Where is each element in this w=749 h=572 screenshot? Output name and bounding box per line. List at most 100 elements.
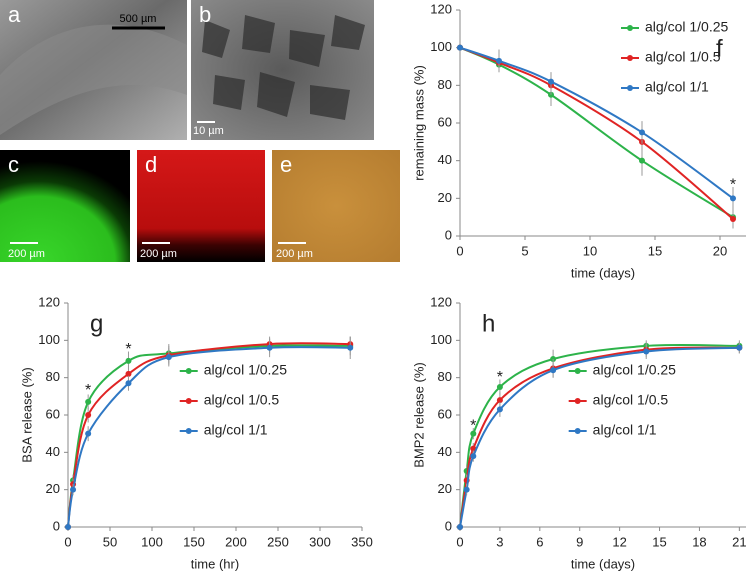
image-b-pores bbox=[202, 15, 365, 120]
data-point bbox=[457, 44, 463, 51]
legend-marker bbox=[574, 368, 581, 374]
data-point bbox=[470, 430, 477, 437]
legend-marker bbox=[627, 85, 633, 91]
panel-label: a bbox=[8, 2, 21, 27]
panel-label: f bbox=[716, 35, 723, 62]
y-tick-label: 120 bbox=[430, 1, 452, 16]
x-tick-label: 12 bbox=[612, 534, 626, 549]
x-tick-label: 18 bbox=[692, 534, 706, 549]
data-point bbox=[347, 344, 354, 351]
y-tick-label: 0 bbox=[53, 518, 60, 533]
y-axis-label: remaining mass (%) bbox=[411, 65, 426, 181]
x-tick-label: 250 bbox=[267, 534, 289, 549]
x-tick-label: 50 bbox=[103, 534, 117, 549]
scale-bar-label: 200 µm bbox=[8, 248, 45, 260]
y-tick-label: 60 bbox=[438, 114, 452, 129]
legend-label: alg/col 1/0.25 bbox=[645, 19, 728, 35]
y-axis-label: BSA release (%) bbox=[19, 367, 34, 462]
x-tick-label: 10 bbox=[583, 243, 597, 258]
data-point bbox=[165, 354, 172, 361]
x-tick-label: 21 bbox=[732, 534, 746, 549]
series-line bbox=[459, 46, 734, 219]
legend-label: alg/col 1/1 bbox=[645, 79, 709, 95]
data-point bbox=[550, 367, 557, 374]
annotation: * bbox=[730, 176, 736, 193]
scale-bar-label: 10 µm bbox=[193, 125, 224, 137]
series-line bbox=[459, 46, 734, 200]
data-point bbox=[125, 380, 132, 387]
legend-marker bbox=[185, 428, 192, 434]
data-point bbox=[266, 344, 273, 351]
x-tick-label: 15 bbox=[648, 243, 662, 258]
legend-label: alg/col 1/1 bbox=[204, 422, 268, 438]
data-point bbox=[85, 412, 92, 418]
annotation: * bbox=[85, 382, 91, 399]
legend-marker bbox=[574, 428, 581, 434]
y-tick-label: 0 bbox=[445, 227, 452, 242]
x-tick-label: 6 bbox=[536, 534, 543, 549]
x-tick-label: 300 bbox=[309, 534, 331, 549]
data-point bbox=[463, 486, 470, 493]
data-point bbox=[643, 348, 650, 355]
y-tick-label: 60 bbox=[438, 406, 452, 421]
y-tick-label: 0 bbox=[445, 518, 452, 533]
y-tick-label: 40 bbox=[438, 444, 452, 459]
y-tick-label: 20 bbox=[438, 481, 452, 496]
data-point bbox=[457, 524, 463, 530]
x-axis-label: time (days) bbox=[571, 556, 635, 571]
x-tick-label: 100 bbox=[141, 534, 163, 549]
y-tick-label: 100 bbox=[430, 332, 452, 347]
scale-bar-label: 500 µm bbox=[120, 13, 157, 25]
image-c bbox=[0, 150, 130, 262]
legend-label: alg/col 1/1 bbox=[593, 422, 657, 438]
data-point bbox=[470, 453, 477, 460]
data-point bbox=[85, 398, 92, 405]
chart: 0 20 40 60 80 100 120 0 3 6 9 12 15 18 21 time (days) BM… bbox=[411, 294, 746, 571]
data-point bbox=[496, 384, 503, 390]
legend-marker bbox=[185, 368, 192, 374]
scale-bar-label: 200 µm bbox=[140, 248, 177, 260]
x-axis-label: time (hr) bbox=[191, 556, 239, 571]
x-tick-label: 150 bbox=[183, 534, 205, 549]
data-point bbox=[65, 524, 71, 530]
series-line bbox=[459, 46, 734, 220]
data-point bbox=[496, 57, 502, 64]
legend-label: alg/col 1/0.5 bbox=[593, 392, 669, 408]
x-tick-label: 0 bbox=[456, 534, 463, 549]
annotation: * bbox=[470, 417, 476, 434]
x-tick-label: 9 bbox=[576, 534, 583, 549]
x-tick-label: 350 bbox=[351, 534, 373, 549]
y-tick-label: 100 bbox=[38, 332, 60, 347]
data-point bbox=[496, 406, 503, 413]
legend-label: alg/col 1/0.25 bbox=[593, 362, 676, 378]
y-tick-label: 120 bbox=[38, 294, 60, 309]
legend-label: alg/col 1/0.5 bbox=[645, 49, 721, 65]
legend-marker bbox=[627, 25, 633, 31]
panel-label: e bbox=[280, 152, 292, 177]
panel-label: h bbox=[482, 310, 495, 337]
y-tick-label: 60 bbox=[46, 406, 60, 421]
annotation: * bbox=[125, 341, 131, 358]
y-tick-label: 20 bbox=[46, 481, 60, 496]
y-axis-label: BMP2 release (%) bbox=[411, 362, 426, 467]
x-tick-label: 15 bbox=[652, 534, 666, 549]
annotation: * bbox=[497, 369, 503, 386]
data-point bbox=[736, 344, 743, 351]
x-tick-label: 5 bbox=[521, 243, 528, 258]
y-tick-label: 40 bbox=[438, 152, 452, 167]
data-point bbox=[125, 370, 132, 377]
data-point bbox=[639, 157, 645, 164]
image-a-fiber bbox=[0, 24, 187, 136]
legend-label: alg/col 1/0.5 bbox=[204, 392, 280, 408]
y-tick-label: 120 bbox=[430, 294, 452, 309]
y-tick-label: 20 bbox=[438, 190, 452, 205]
scale-bar-label: 200 µm bbox=[276, 248, 313, 260]
y-tick-label: 100 bbox=[430, 39, 452, 54]
y-tick-label: 80 bbox=[46, 369, 60, 384]
x-tick-label: 0 bbox=[64, 534, 71, 549]
legend-marker bbox=[185, 398, 192, 404]
chart: 0 20 40 60 80 100 120 0 5 10 15 20 time (days) remain… bbox=[411, 1, 746, 280]
y-tick-label: 80 bbox=[438, 77, 452, 92]
panel-label: c bbox=[8, 152, 19, 177]
